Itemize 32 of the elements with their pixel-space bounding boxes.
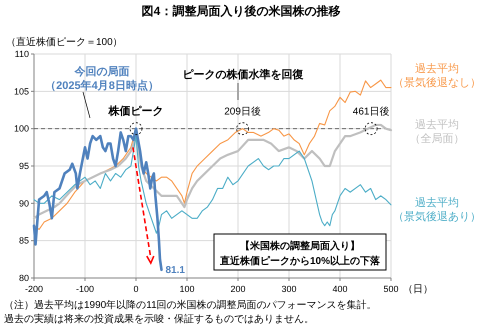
annotation: 461日後: [352, 106, 390, 118]
y-tick-label: 100: [14, 124, 29, 134]
x-axis-title: （日）: [403, 284, 433, 295]
series-label: 過去平均（景気後退なし）: [393, 62, 481, 89]
x-tick-label: 0: [133, 284, 139, 294]
annotation: ピークの株価水準を回復: [182, 68, 304, 81]
data-label: 81.1: [166, 264, 186, 276]
line-series: [32, 124, 392, 220]
series-label: 過去平均（景気後退あり）: [393, 196, 481, 223]
x-tick-label: 100: [179, 284, 195, 294]
text: 今回の局面（2025年4月8日時点）: [45, 65, 159, 92]
x-tick-label: -100: [76, 284, 94, 294]
x-tick-label: 400: [332, 284, 348, 294]
annotation: 株価ピーク: [108, 104, 164, 118]
y-tick-label: 90: [18, 198, 29, 208]
x-tick-label: 300: [281, 284, 297, 294]
y-axis-title: （直近株価ピーク＝100）: [6, 36, 123, 48]
annotation: 209日後: [224, 106, 261, 118]
x-tick-label: 500: [383, 284, 399, 294]
annotation: 【米国株の調整局面入り】: [240, 240, 360, 252]
series-label: 過去平均（全局面）: [410, 118, 464, 145]
x-tick-label: 200: [230, 284, 246, 294]
text: （注）過去平均は1990年以降の11回の米国株の調整局面のパフォーマンスを集計。: [4, 299, 377, 311]
y-tick-label: 80: [18, 273, 29, 283]
chart-title: 図4：調整局面入り後の米国株の推移: [142, 4, 340, 18]
y-tick-label: 110: [14, 49, 29, 59]
text: 過去の実績は将来の投資成果を示唆・保証するものではありません。: [4, 313, 314, 325]
annotation: 直近株価ピークから10%以上の下落: [218, 255, 382, 267]
x-tick-label: -200: [24, 284, 44, 294]
y-tick-label: 105: [14, 86, 29, 96]
y-tick-label: 95: [18, 161, 29, 171]
y-tick-label: 85: [18, 236, 29, 246]
